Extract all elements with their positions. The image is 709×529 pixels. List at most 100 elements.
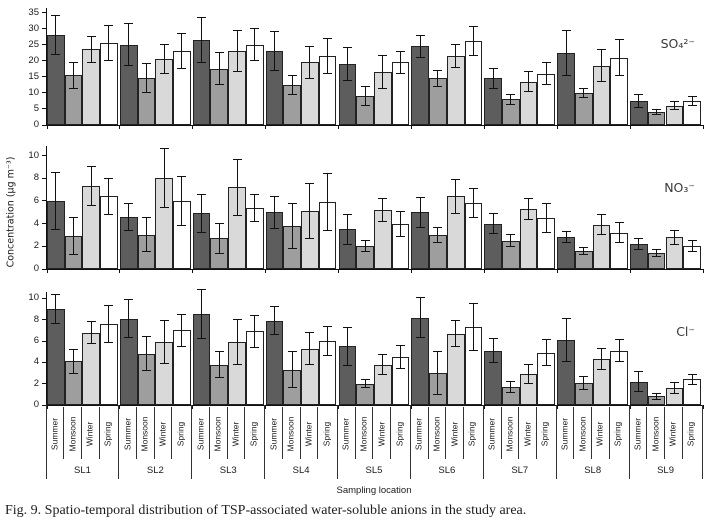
error-bar-cap bbox=[214, 52, 224, 54]
error-bar-cap bbox=[270, 69, 280, 71]
season-label: Summer bbox=[49, 417, 60, 451]
panel-label-nitrate: NO₃⁻ bbox=[664, 180, 695, 195]
error-bar-cap bbox=[323, 229, 333, 231]
x-group-tick bbox=[265, 269, 267, 273]
error-bar-cap bbox=[124, 23, 134, 25]
error-bar-cap bbox=[579, 253, 589, 255]
error-bar-cap bbox=[287, 248, 297, 250]
error-bar-cap bbox=[305, 45, 315, 47]
error-bar-cap bbox=[541, 202, 551, 204]
y-tick-mark bbox=[42, 268, 47, 270]
error-bar-cap bbox=[287, 202, 297, 204]
error-bar-cap bbox=[305, 183, 315, 185]
error-bar-cap bbox=[360, 85, 370, 87]
error-bar-cap bbox=[86, 166, 96, 168]
error-bar-line bbox=[346, 47, 348, 80]
error-bar-line bbox=[128, 299, 130, 338]
error-bar-cap bbox=[541, 339, 551, 341]
error-bar-cap bbox=[596, 234, 606, 236]
error-bar-line bbox=[274, 306, 276, 335]
x-group-tick bbox=[265, 125, 267, 129]
error-bar-cap bbox=[488, 68, 498, 70]
error-bar-cap bbox=[323, 73, 333, 75]
error-bar-cap bbox=[270, 306, 280, 308]
error-bar-cap bbox=[524, 218, 534, 220]
error-bar-line bbox=[638, 238, 640, 250]
error-bar-cap bbox=[614, 74, 624, 76]
y-tick-mark bbox=[42, 340, 47, 342]
error-bar-cap bbox=[614, 222, 624, 224]
x-group-tick bbox=[192, 125, 194, 129]
error-bar-line bbox=[472, 303, 474, 351]
error-bar-cap bbox=[433, 85, 443, 87]
season-divider bbox=[372, 407, 374, 459]
error-bar-cap bbox=[305, 332, 315, 333]
error-bar-cap bbox=[669, 229, 679, 231]
season-label: Monsoon bbox=[67, 416, 78, 452]
error-bar-line bbox=[673, 230, 675, 245]
error-bar-line bbox=[163, 320, 165, 364]
error-bar-cap bbox=[506, 103, 516, 105]
season-divider bbox=[63, 407, 65, 459]
error-bar-line bbox=[455, 320, 457, 347]
error-bar-line bbox=[274, 31, 276, 71]
error-bar-cap bbox=[250, 193, 260, 195]
error-bar-cap bbox=[669, 243, 679, 245]
error-bar-cap bbox=[506, 245, 516, 247]
error-bar-cap bbox=[433, 69, 443, 71]
error-bar-cap bbox=[488, 338, 498, 340]
season-divider bbox=[518, 407, 520, 459]
error-bar-cap bbox=[51, 172, 61, 174]
season-divider bbox=[98, 407, 100, 459]
error-bar-cap bbox=[323, 325, 333, 327]
season-divider bbox=[535, 407, 537, 459]
error-bar-cap bbox=[378, 198, 388, 200]
error-bar-line bbox=[600, 214, 602, 235]
error-bar-cap bbox=[433, 226, 443, 228]
error-bar-cap bbox=[579, 87, 589, 89]
group-separator bbox=[337, 405, 339, 479]
error-bar-cap bbox=[579, 375, 589, 377]
season-label: Summer bbox=[195, 417, 206, 451]
error-bar-cap bbox=[634, 93, 644, 95]
error-bar-cap bbox=[232, 71, 242, 73]
season-divider bbox=[281, 407, 283, 459]
error-bar-line bbox=[583, 247, 585, 255]
error-bar-line bbox=[419, 297, 421, 338]
error-bar-cap bbox=[378, 87, 388, 89]
panel-chloride: Cl⁻ 0 2 4 6 8 10 bbox=[28, 289, 704, 410]
error-bar-cap bbox=[86, 36, 96, 38]
location-label: SL5 bbox=[365, 465, 383, 476]
error-bar-cap bbox=[177, 313, 187, 315]
error-bar-cap bbox=[561, 318, 571, 320]
error-bar-line bbox=[201, 289, 203, 339]
y-tick-label: 20 bbox=[28, 54, 39, 66]
x-axis-area: Summer Monsoon Winter Spring SL1 Summer Monsoo… bbox=[45, 405, 703, 485]
error-bar-cap bbox=[396, 50, 405, 52]
error-bar-cap bbox=[51, 293, 61, 295]
error-bar-cap bbox=[342, 79, 352, 81]
error-bar-line bbox=[218, 351, 220, 378]
error-bar-cap bbox=[396, 210, 405, 212]
error-bar-cap bbox=[177, 345, 187, 347]
error-bar-cap bbox=[378, 373, 388, 375]
error-bar-line bbox=[254, 315, 256, 348]
season-label: Monsoon bbox=[577, 416, 588, 452]
error-bar-line bbox=[291, 351, 293, 388]
season-divider bbox=[153, 407, 155, 459]
season-divider bbox=[136, 407, 138, 459]
error-bar-line bbox=[55, 172, 57, 230]
error-bar-cap bbox=[323, 173, 333, 175]
season-label: Summer bbox=[413, 417, 424, 451]
x-group-tick bbox=[556, 405, 558, 409]
error-bar-cap bbox=[614, 39, 624, 41]
season-label: Spring bbox=[466, 421, 477, 447]
error-bar-cap bbox=[342, 47, 352, 49]
y-tick-label: 0 bbox=[33, 263, 39, 274]
error-bar-cap bbox=[104, 341, 114, 343]
x-group-tick bbox=[46, 269, 48, 273]
season-label: Summer bbox=[559, 417, 570, 451]
error-bar-cap bbox=[488, 361, 498, 363]
location-label: SL9 bbox=[657, 465, 674, 476]
season-divider bbox=[299, 407, 301, 459]
